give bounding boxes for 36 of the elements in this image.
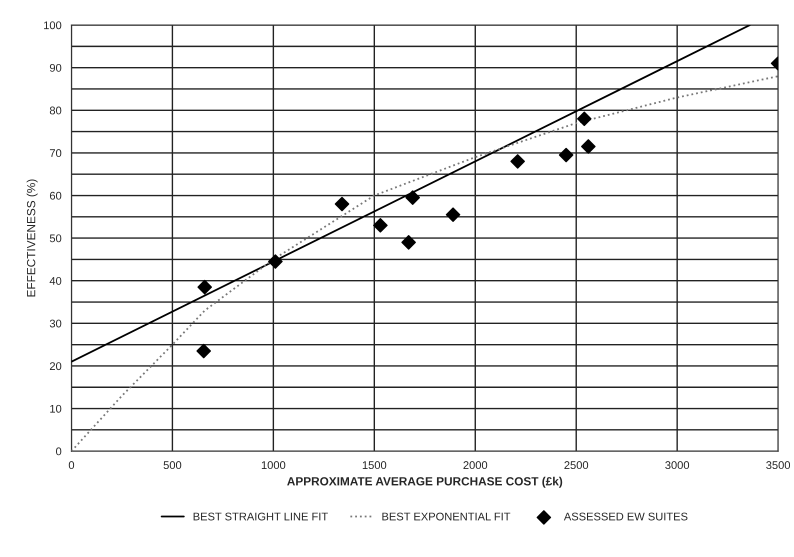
y-tick-label: 30 xyxy=(50,320,62,328)
point xyxy=(334,196,350,212)
x-tick-label: 2000 xyxy=(463,461,488,470)
point xyxy=(373,218,388,233)
point xyxy=(446,207,460,222)
x-tick-label: 0 xyxy=(68,461,74,470)
y-tick-label: 80 xyxy=(50,106,62,114)
y-tick-label: 70 xyxy=(50,149,62,158)
x-axis-title: APPROXIMATE AVERAGE PURCHASE COST (£k) xyxy=(287,476,562,488)
point xyxy=(510,154,525,169)
x-tick-label: 3500 xyxy=(766,461,790,470)
point xyxy=(558,148,574,162)
point xyxy=(401,235,416,250)
point xyxy=(197,280,212,294)
y-tick-label: 90 xyxy=(50,64,62,72)
y-axis-title: EFFECTIVENESS (%) xyxy=(26,179,38,297)
y-tick-label: 50 xyxy=(50,234,62,242)
x-tick-label: 1000 xyxy=(262,461,286,470)
legend-label: BEST STRAIGHT LINE FIT xyxy=(194,512,328,520)
x-tick-label: 2500 xyxy=(564,461,588,470)
point xyxy=(577,112,592,126)
legend-label: BEST EXPONENTIAL FIT xyxy=(382,512,510,520)
x-tick-label: 500 xyxy=(164,461,182,470)
x-tick-label: 1500 xyxy=(362,461,386,470)
legend-label: ASSESSED EW SUITES xyxy=(564,512,688,520)
y-tick-label: 10 xyxy=(50,404,62,413)
point xyxy=(405,190,420,205)
y-tick-label: 0 xyxy=(56,447,62,456)
y-tick-label: 20 xyxy=(50,362,62,370)
x-tick-label: 3000 xyxy=(665,461,690,470)
point xyxy=(196,344,211,358)
point xyxy=(268,254,283,269)
y-tick-label: 100 xyxy=(44,21,62,30)
y-tick-label: 40 xyxy=(50,276,62,285)
y-tick-label: 60 xyxy=(50,192,62,200)
point xyxy=(581,139,596,154)
